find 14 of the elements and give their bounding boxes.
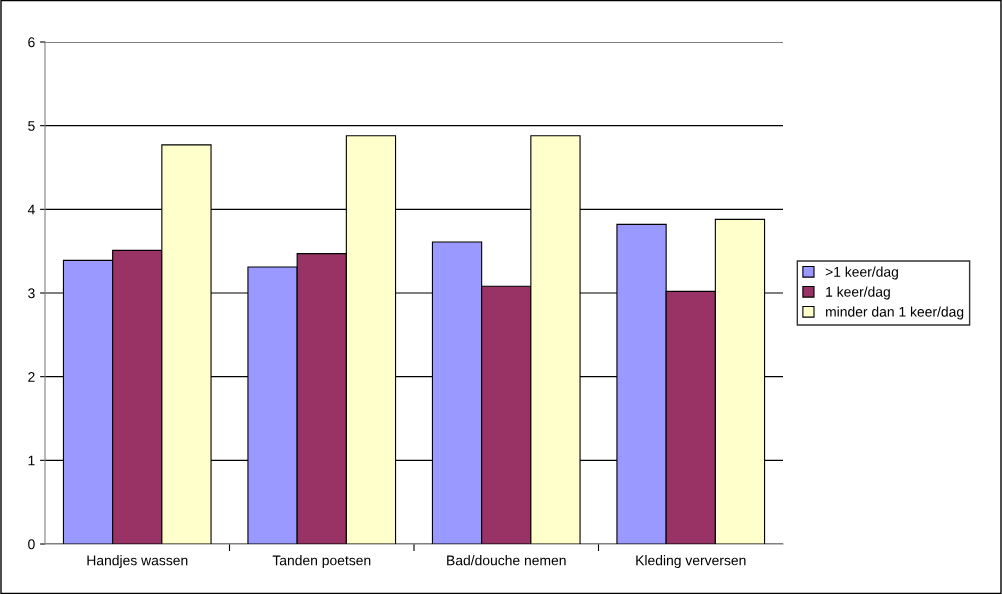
x-tick-label: Bad/douche nemen	[447, 555, 566, 566]
y-tick-label: 0	[28, 539, 35, 550]
x-tick-label: Tanden poetsen	[272, 555, 371, 569]
legend-label: minder dan 1 keer/dag	[826, 306, 964, 320]
x-tick-label: Handjes wassen	[87, 555, 188, 569]
y-tick-label: 2	[28, 372, 35, 382]
legend-label: 1 keer/dag	[826, 286, 890, 300]
y-tick-label: 1	[28, 455, 35, 466]
x-tick-label: Kleding verversen	[636, 555, 746, 569]
y-tick-label: 5	[28, 121, 35, 131]
y-tick-label: 6	[28, 37, 35, 48]
y-tick-label: 3	[28, 288, 35, 299]
legend-label: >1 keer/dag	[825, 266, 898, 280]
y-tick-label: 4	[27, 204, 35, 215]
